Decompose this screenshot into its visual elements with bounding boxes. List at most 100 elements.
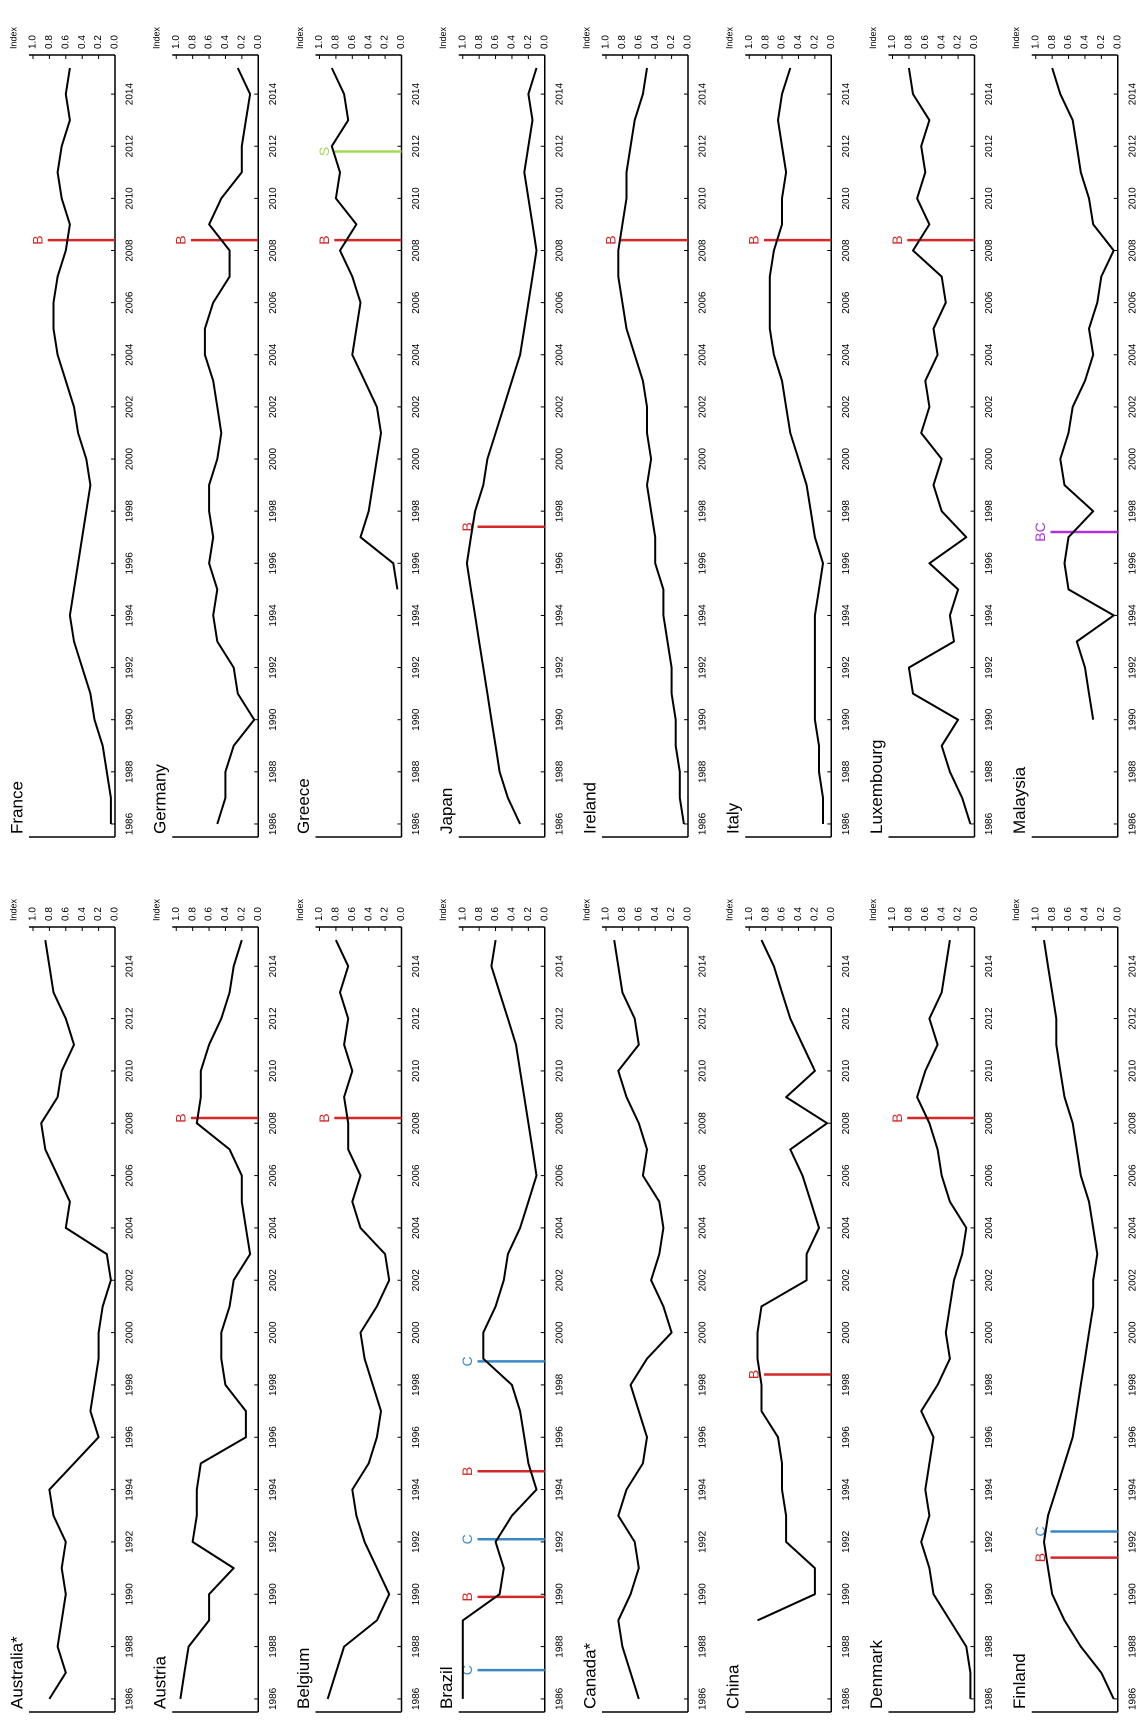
x-tick-label: 2002 xyxy=(1127,1269,1138,1292)
x-tick-label: 2000 xyxy=(125,447,136,470)
x-tick-label: 1986 xyxy=(841,812,852,835)
x-tick-label: 2008 xyxy=(411,239,422,262)
x-tick-label: 1990 xyxy=(841,1583,852,1606)
x-tick-label: 2000 xyxy=(984,447,995,470)
x-tick-label: 2000 xyxy=(841,1321,852,1344)
y-tick-label: 0.4 xyxy=(507,35,518,49)
x-tick-label: 1994 xyxy=(1127,604,1138,627)
x-tick-label: 1990 xyxy=(554,1583,565,1606)
y-tick-label: 0.8 xyxy=(44,35,55,49)
y-tick-label: 0.2 xyxy=(953,35,964,49)
panel-title: Luxembourg xyxy=(867,739,886,834)
y-tick-label: 0.4 xyxy=(936,35,947,49)
crisis-label: B xyxy=(173,235,189,244)
x-tick-label: 1986 xyxy=(698,812,709,835)
x-tick-label: 2014 xyxy=(1127,83,1138,106)
y-tick-label: 0.0 xyxy=(969,907,980,921)
x-tick-label: 1998 xyxy=(125,500,136,523)
x-tick-label: 2008 xyxy=(268,239,279,262)
crisis-label: B xyxy=(746,235,762,244)
y-tick-label: 0.0 xyxy=(253,907,264,921)
panel-title: Canada* xyxy=(580,1642,599,1709)
x-tick-label: 2010 xyxy=(841,1059,852,1082)
x-tick-label: 2006 xyxy=(554,291,565,314)
y-tick-label: 0.8 xyxy=(617,907,628,921)
index-line xyxy=(1043,939,1115,1700)
y-tick-label: 0.0 xyxy=(253,35,264,49)
x-tick-label: 2002 xyxy=(268,1269,279,1292)
crisis-label: B xyxy=(602,235,618,244)
x-tick-label: 1996 xyxy=(698,552,709,575)
y-axis-label: Index xyxy=(868,26,878,49)
panel-title: Brazil xyxy=(437,1666,456,1709)
x-tick-label: 2010 xyxy=(984,187,995,210)
x-tick-label: 2014 xyxy=(411,955,422,978)
x-tick-label: 2006 xyxy=(554,1164,565,1187)
x-tick-label: 2012 xyxy=(841,1007,852,1030)
y-tick-label: 0.6 xyxy=(920,35,931,49)
x-tick-label: 2006 xyxy=(411,1164,422,1187)
x-tick-label: 2002 xyxy=(554,1269,565,1292)
y-tick-label: 0.0 xyxy=(539,907,550,921)
x-tick-label: 1986 xyxy=(984,812,995,835)
x-tick-label: 2006 xyxy=(268,1164,279,1187)
y-tick-label: 1.0 xyxy=(28,907,39,921)
x-tick-label: 1994 xyxy=(554,604,565,627)
x-tick-label: 2002 xyxy=(268,395,279,418)
y-tick-label: 0.8 xyxy=(1047,907,1058,921)
x-tick-label: 2010 xyxy=(125,187,136,210)
index-line xyxy=(916,939,972,1699)
x-tick-label: 2006 xyxy=(984,1164,995,1187)
x-tick-label: 2012 xyxy=(554,135,565,158)
x-tick-label: 1986 xyxy=(411,812,422,835)
x-tick-label: 1988 xyxy=(984,1635,995,1658)
x-tick-label: 1986 xyxy=(1127,812,1138,835)
x-tick-label: 1998 xyxy=(268,1373,279,1396)
x-tick-label: 1986 xyxy=(268,1687,279,1710)
x-tick-label: 2010 xyxy=(125,1059,136,1082)
x-tick-label: 2012 xyxy=(268,1007,279,1030)
x-tick-label: 1990 xyxy=(411,708,422,731)
x-tick-label: 2006 xyxy=(698,1164,709,1187)
x-tick-label: 2002 xyxy=(841,395,852,418)
x-tick-label: 2006 xyxy=(268,291,279,314)
y-tick-label: 0.6 xyxy=(490,907,501,921)
y-tick-label: 0.4 xyxy=(793,907,804,921)
x-tick-label: 2004 xyxy=(125,1216,136,1239)
y-tick-label: 0.0 xyxy=(969,35,980,49)
y-tick-label: 0.2 xyxy=(236,35,247,49)
y-tick-label: 0.2 xyxy=(93,907,104,921)
y-tick-label: 0.4 xyxy=(650,35,661,49)
x-tick-label: 2000 xyxy=(698,447,709,470)
x-tick-label: 1990 xyxy=(554,708,565,731)
y-tick-label: 0.8 xyxy=(474,907,485,921)
y-tick-label: 0.4 xyxy=(936,907,947,921)
x-tick-label: 2002 xyxy=(698,1269,709,1292)
x-tick-label: 2006 xyxy=(698,291,709,314)
x-tick-label: 1986 xyxy=(984,1687,995,1710)
x-tick-label: 2012 xyxy=(698,1007,709,1030)
crisis-label: C xyxy=(459,1534,475,1544)
x-tick-label: 2008 xyxy=(984,1112,995,1135)
y-tick-label: 0.6 xyxy=(777,907,788,921)
y-tick-label: 0.2 xyxy=(953,907,964,921)
panel-title: Greece xyxy=(294,778,313,834)
x-tick-label: 2004 xyxy=(411,343,422,366)
y-axis-label: Index xyxy=(152,26,162,49)
x-tick-label: 1992 xyxy=(125,656,136,679)
y-tick-label: 0.6 xyxy=(777,35,788,49)
x-tick-label: 2004 xyxy=(554,1216,565,1239)
x-tick-label: 1994 xyxy=(268,1478,279,1501)
x-tick-label: 1998 xyxy=(268,500,279,523)
x-tick-label: 1994 xyxy=(984,604,995,627)
y-axis-label: Index xyxy=(438,898,448,921)
x-tick-label: 1998 xyxy=(411,1373,422,1396)
index-line xyxy=(1051,67,1115,720)
x-tick-label: 2014 xyxy=(841,83,852,106)
x-tick-label: 2014 xyxy=(125,955,136,978)
x-tick-label: 1990 xyxy=(125,1583,136,1606)
y-tick-label: 0.2 xyxy=(809,35,820,49)
x-tick-label: 1988 xyxy=(1127,760,1138,783)
y-axis-label: Index xyxy=(8,898,18,921)
